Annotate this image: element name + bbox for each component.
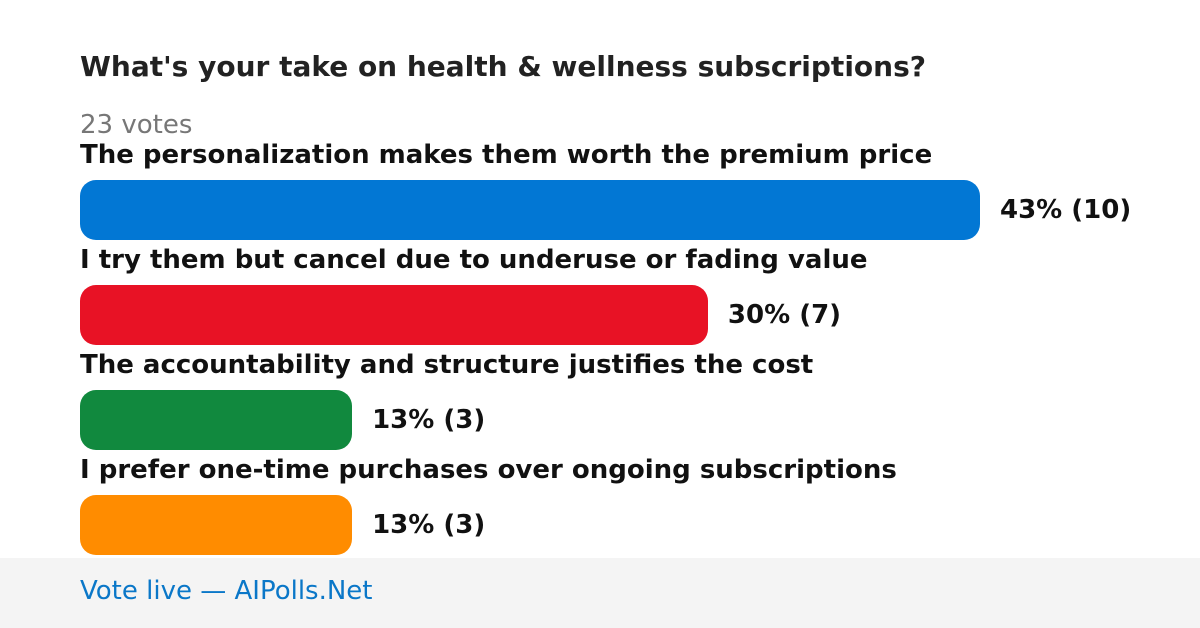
option-label: The personalization makes them worth the… xyxy=(80,140,933,170)
option-bar xyxy=(80,285,708,345)
option-bar xyxy=(80,495,353,555)
option-value: 13% (3) xyxy=(372,405,486,435)
option-value: 43% (10) xyxy=(1000,195,1132,225)
footer: Vote live — AIPolls.Net xyxy=(0,558,1200,628)
option-value: 13% (3) xyxy=(372,510,486,540)
option-label: I try them but cancel due to underuse or… xyxy=(80,245,868,275)
option-label: I prefer one-time purchases over ongoing… xyxy=(80,455,897,485)
option-label: The accountability and structure justifi… xyxy=(80,350,814,380)
option-value: 30% (7) xyxy=(727,300,842,330)
footer-link[interactable]: Vote live — AIPolls.Net xyxy=(80,576,373,606)
poll-title: What's your take on health & wellness su… xyxy=(80,50,926,83)
option-bar xyxy=(80,390,353,450)
vote-count: 23 votes xyxy=(80,110,193,140)
option-bar xyxy=(80,180,980,240)
